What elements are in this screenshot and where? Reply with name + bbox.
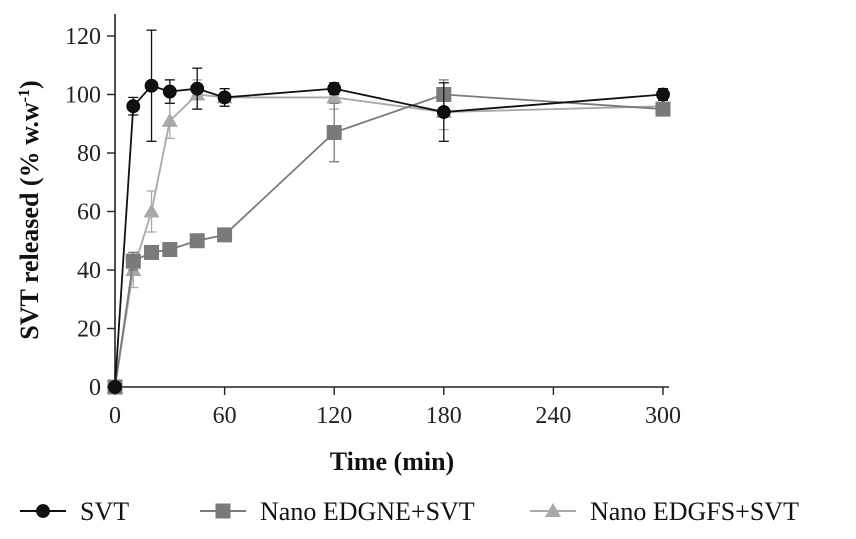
x-axis-title: Time (min) (330, 447, 454, 476)
legend: SVT Nano EDGNE+SVT Nano EDGFS+SVT (20, 497, 799, 526)
data-point-svt (108, 380, 122, 394)
plot-area: 0 20 40 60 80 100 120 0 60 120 180 240 300 (65, 14, 681, 429)
data-point-nano-edgne-svt (125, 253, 141, 269)
y-axis-title: SVT released (% w.w-1) (15, 80, 44, 339)
y-axis-title-close: ) (15, 80, 44, 89)
x-tick-label: 180 (426, 403, 462, 429)
y-tick-label: 100 (65, 83, 101, 109)
data-point-svt (327, 81, 342, 96)
data-point-nano-edgne-svt (217, 227, 233, 243)
data-point-nano-edgfs-svt (326, 89, 343, 104)
x-tick-label: 0 (109, 403, 121, 429)
data-point-svt (656, 87, 670, 102)
legend-label-svt: SVT (80, 497, 129, 526)
data-point-svt (144, 78, 159, 93)
y-tick-label: 0 (89, 375, 101, 401)
data-point-nano-edgne-svt (162, 242, 178, 258)
data-point-svt (436, 105, 451, 119)
data-point-nano-edgne-svt (189, 233, 205, 249)
data-point-svt (162, 84, 177, 99)
legend-marker-nano-edgne-svt (215, 503, 231, 519)
y-tick-label: 60 (77, 200, 101, 226)
y-tick-label: 40 (77, 258, 101, 284)
data-point-nano-edgfs-svt (161, 112, 178, 127)
y-tick-label: 20 (77, 317, 101, 343)
data-point-nano-edgne-svt (144, 244, 160, 260)
legend-marker-svt (36, 504, 50, 518)
data-point-nano-edgne-svt (655, 101, 671, 117)
data-point-nano-edgfs-svt (143, 203, 160, 218)
y-axis-title-sup: -1 (16, 89, 33, 102)
y-tick-label: 80 (77, 141, 101, 167)
y-tick-label: 120 (65, 24, 101, 50)
data-point-svt (217, 90, 232, 105)
x-tick-label: 300 (645, 403, 681, 429)
x-tick-label: 120 (316, 403, 352, 429)
legend-label-nano-edgfs-svt: Nano EDGFS+SVT (590, 497, 799, 526)
legend-marker-nano-edgfs-svt (545, 503, 561, 517)
x-tick-label: 60 (213, 403, 237, 429)
data-point-svt (126, 99, 141, 114)
legend-label-nano-edgne-svt: Nano EDGNE+SVT (260, 497, 475, 526)
x-tick-label: 240 (535, 403, 571, 429)
data-point-nano-edgne-svt (326, 125, 342, 141)
y-axis-title-main: SVT released (% w.w (15, 102, 44, 340)
data-point-svt (190, 81, 205, 96)
